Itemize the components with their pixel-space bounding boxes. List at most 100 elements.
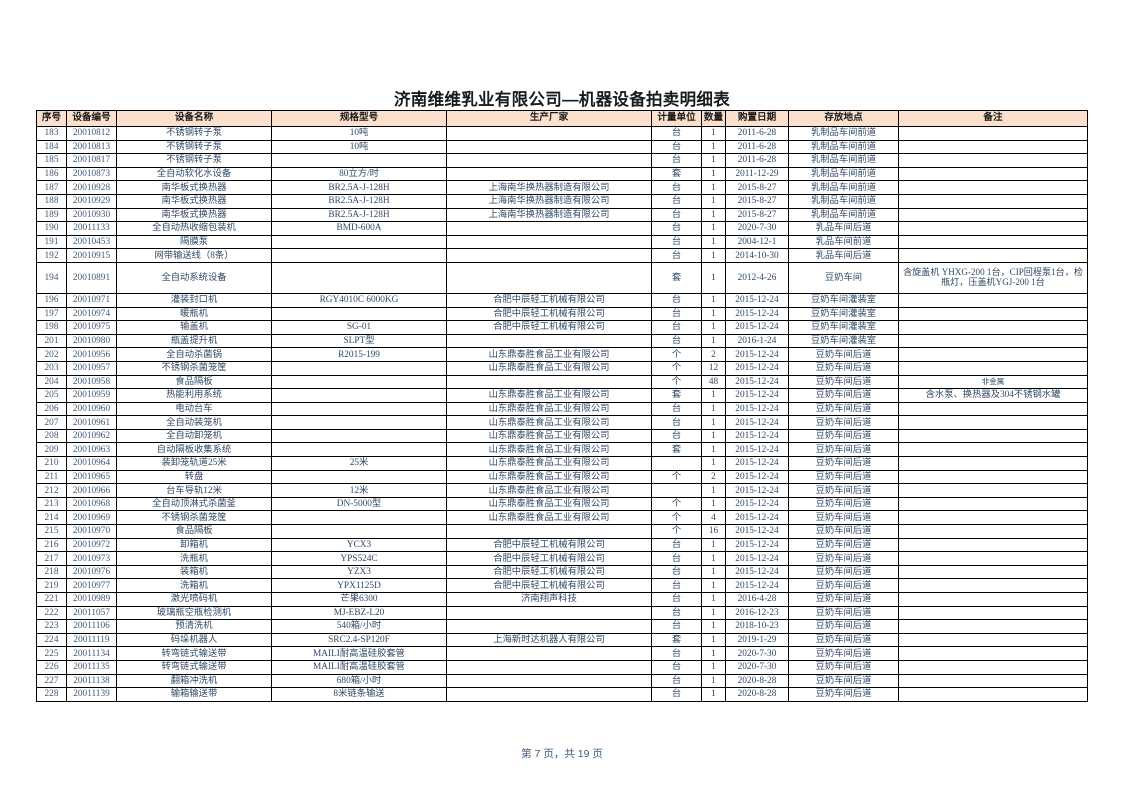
cell-qty: 1 xyxy=(701,496,726,512)
cell-no: 225 xyxy=(36,646,67,661)
cell-model: 8米链条输送 xyxy=(271,687,447,702)
column-header-name: 设备名称 xyxy=(116,110,272,127)
cell-location: 豆奶车间灌装室 xyxy=(788,320,899,335)
cell-location: 豆奶车间后道 xyxy=(788,510,899,526)
cell-maker: 济南翔声科技 xyxy=(446,592,652,607)
table-row: 224 20011119 码垛机器人 SRC2.4-SP120F 上海新时达机器人有限公… xyxy=(36,632,1088,648)
cell-location: 豆奶车间 xyxy=(788,261,899,294)
cell-qty: 2 xyxy=(701,347,726,362)
cell-qty: 1 xyxy=(701,126,726,141)
equipment-auction-table: 序号 设备编号 设备名称 规格型号 生产厂家 计量单位 数量 购置日期 存放地点… xyxy=(36,110,1088,702)
cell-date: 2016-1-24 xyxy=(725,333,789,349)
cell-qty: 1 xyxy=(701,248,726,263)
cell-date: 2020-7-30 xyxy=(725,659,789,675)
cell-model xyxy=(271,510,447,526)
column-header-code: 设备编号 xyxy=(66,110,117,127)
cell-remark: 非金属 xyxy=(898,374,1088,390)
cell-qty: 1 xyxy=(701,551,726,566)
cell-unit: 台 xyxy=(651,578,702,593)
column-header-no: 序号 xyxy=(36,110,67,127)
cell-model: MJ-EBZ-L20 xyxy=(271,605,447,621)
cell-no: 213 xyxy=(36,496,67,512)
cell-no: 197 xyxy=(36,306,67,322)
cell-qty: 1 xyxy=(701,619,726,634)
cell-location: 豆奶车间后道 xyxy=(788,619,899,634)
cell-no: 198 xyxy=(36,320,67,335)
cell-qty: 12 xyxy=(701,360,726,376)
cell-remark xyxy=(898,234,1088,250)
cell-date: 2014-10-30 xyxy=(725,248,789,263)
cell-no: 216 xyxy=(36,537,67,553)
cell-name: 不锈钢杀菌笼筐 xyxy=(116,510,272,526)
cell-unit: 台 xyxy=(651,415,702,430)
cell-qty: 1 xyxy=(701,180,726,195)
cell-date: 2011-12-29 xyxy=(725,166,789,182)
cell-date: 2015-12-24 xyxy=(725,524,789,539)
cell-no: 208 xyxy=(36,428,67,444)
cell-unit: 台 xyxy=(651,333,702,349)
cell-code: 20011106 xyxy=(66,619,117,634)
cell-location: 豆奶车间后道 xyxy=(788,415,899,430)
table-row: 191 20010453 隔膜泵 台 1 2004-12-1 乳品车间前道 xyxy=(36,234,1088,250)
cell-maker: 山东鼎泰胜食品工业有限公司 xyxy=(446,428,652,444)
cell-code: 20010966 xyxy=(66,483,117,498)
cell-maker xyxy=(446,126,652,141)
table-row: 190 20011133 全自动热收缩包装机 BMD-600A 台 1 2020-7-30 乳… xyxy=(36,221,1088,236)
cell-date: 2015-12-24 xyxy=(725,496,789,512)
cell-location: 乳品车间后道 xyxy=(788,221,899,236)
cell-location: 豆奶车间后道 xyxy=(788,347,899,362)
cell-model xyxy=(271,401,447,417)
cell-name: 自动隔板收集系统 xyxy=(116,442,272,458)
cell-unit: 台 xyxy=(651,564,702,580)
table-header-row: 序号 设备编号 设备名称 规格型号 生产厂家 计量单位 数量 购置日期 存放地点… xyxy=(36,110,1088,127)
cell-no: 218 xyxy=(36,564,67,580)
cell-qty: 1 xyxy=(701,605,726,621)
cell-unit: 台 xyxy=(651,428,702,444)
cell-remark xyxy=(898,537,1088,553)
cell-unit: 台 xyxy=(651,537,702,553)
cell-model xyxy=(271,415,447,430)
cell-name: 全自动杀菌锅 xyxy=(116,347,272,362)
table-row: 207 20010961 全自动装笼机 山东鼎泰胜食品工业有限公司台 1 2015-12-… xyxy=(36,415,1088,430)
cell-name: 全自动装笼机 xyxy=(116,415,272,430)
cell-unit: 个 xyxy=(651,469,702,485)
cell-location: 乳制品车间前道 xyxy=(788,166,899,182)
cell-model: YCX3 xyxy=(271,537,447,553)
cell-location: 豆奶车间后道 xyxy=(788,564,899,580)
cell-unit: 台 xyxy=(651,551,702,566)
cell-location: 豆奶车间后道 xyxy=(788,496,899,512)
cell-remark xyxy=(898,469,1088,485)
cell-model xyxy=(271,469,447,485)
cell-code: 20010891 xyxy=(66,261,117,294)
cell-maker xyxy=(446,166,652,182)
table-row: 201 20010980 瓶盖提升机 SLPT型 台 1 2016-1-24 豆奶车间灌装室 xyxy=(36,333,1088,349)
cell-maker: 上海南华换热器制造有限公司 xyxy=(446,207,652,223)
cell-maker: 上海新时达机器人有限公司 xyxy=(446,632,652,648)
cell-location: 豆奶车间后道 xyxy=(788,605,899,621)
cell-no: 186 xyxy=(36,166,67,182)
cell-maker xyxy=(446,659,652,675)
cell-date: 2015-12-24 xyxy=(725,374,789,390)
cell-no: 205 xyxy=(36,388,67,403)
cell-maker: 合肥中辰轻工机械有限公司 xyxy=(446,551,652,566)
cell-code: 20010976 xyxy=(66,564,117,580)
table-body: 183 20010812 不锈钢转子泵 10吨台 1 2011-6-28 乳制品车间前道 18… xyxy=(36,126,1088,702)
cell-qty: 1 xyxy=(701,442,726,458)
cell-code: 20010959 xyxy=(66,388,117,403)
cell-remark xyxy=(898,510,1088,526)
cell-remark: 含旋盖机 YHXG-200 1台，CIP回程泵1台，检瓶灯，压盖机YGJ-200… xyxy=(898,261,1088,294)
cell-unit: 套 xyxy=(651,388,702,403)
cell-date: 2020-7-30 xyxy=(725,646,789,661)
cell-date: 2015-12-24 xyxy=(725,401,789,417)
cell-remark xyxy=(898,578,1088,593)
cell-remark xyxy=(898,605,1088,621)
cell-no: 219 xyxy=(36,578,67,593)
cell-maker xyxy=(446,646,652,661)
table-row: 186 20010873 全自动软化水设备 80立方/时 套 1 2011-12-29 乳制品… xyxy=(36,166,1088,182)
column-header-unit: 计量单位 xyxy=(651,110,702,127)
cell-remark xyxy=(898,126,1088,141)
cell-qty: 1 xyxy=(701,139,726,155)
cell-remark xyxy=(898,292,1088,308)
cell-name: 暖瓶机 xyxy=(116,306,272,322)
cell-location: 乳制品车间前道 xyxy=(788,180,899,195)
